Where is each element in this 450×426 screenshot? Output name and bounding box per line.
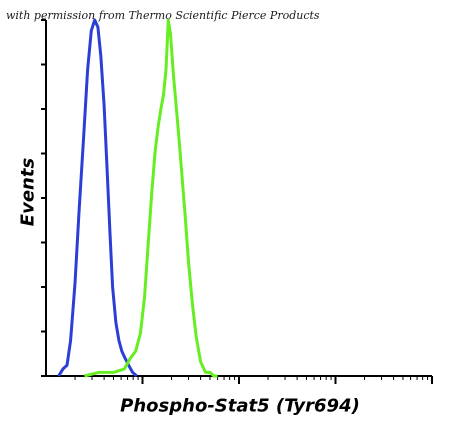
y-axis-label: Events [17,157,39,227]
series-line-1 [57,18,138,378]
series-line-2 [84,18,218,378]
x-axis-label: Phospho-Stat5 (Tyr694) [120,395,360,417]
credit-text: with permission from Thermo Scientific P… [6,9,320,22]
